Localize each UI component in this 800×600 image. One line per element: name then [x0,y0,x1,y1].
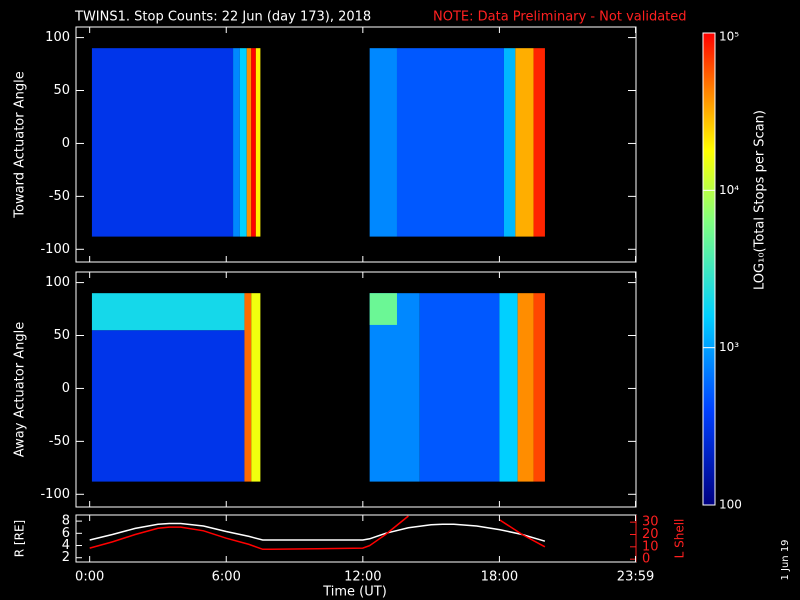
heatmap-cell [91,330,245,482]
panel-frame [75,271,637,508]
heatmap-cell [369,293,397,325]
y-axis-label: Away Actuator Angle [13,322,28,457]
heatmap-cell [499,293,518,482]
colorbar-tick-label: 10⁵ [719,30,739,44]
y-tick-label: -100 [40,242,70,257]
y2-tick-label: 20 [642,527,659,542]
y-tick-label: 0 [62,136,70,151]
heatmap-cell [246,48,252,237]
colorbar-label: LOG₁₀(Total Stops per Scan) [753,110,768,290]
heatmap-cell [396,48,504,237]
y2-tick-label: 10 [642,539,659,554]
panel-frame [75,514,637,563]
y-tick-label: 8 [62,514,70,529]
x-tick-label: 6:00 [212,570,241,585]
x-tick-label: 23:59 [617,570,654,585]
y-tick-label: -100 [40,487,70,502]
heatmap-cell [419,293,500,482]
y-tick-label: 4 [62,538,70,553]
heatmap-cell [233,48,240,237]
y2-axis-label: L Shell [673,519,687,559]
heatmap-cell [369,48,397,237]
x-tick-label: 18:00 [481,570,518,585]
colorbar-tick-label: 10⁴ [719,183,739,197]
colorbar [702,32,716,506]
heatmap-cell [503,48,516,237]
orbit-line [89,522,546,542]
y2-tick-label: 0 [642,552,650,567]
y2-tick-label: 30 [642,515,659,530]
orbit-line [89,515,546,551]
note: NOTE: Data Preliminary - Not validated [433,10,687,25]
heatmap-cell [533,48,545,237]
x-tick-label: 0:00 [75,570,104,585]
panel-frame [75,26,637,263]
y-tick-label: 0 [62,381,70,396]
heatmap-cell [91,48,234,237]
heatmap-cell [251,293,261,482]
y-tick-label: 2 [62,550,70,565]
heatmap-cell [533,293,545,482]
heatmap-cell [517,293,534,482]
title: TWINS1. Stop Counts: 22 Jun (day 173), 2… [74,10,371,25]
orbit-lines [89,515,546,551]
y-tick-label: 100 [45,275,70,290]
heatmap-cell [244,293,252,482]
colorbar-tick-label: 10³ [719,340,739,354]
footnote: 1 Jun 19 [780,539,791,580]
y-axis-label: Toward Actuator Angle [13,71,28,218]
heatmap-cell [251,48,256,237]
x-axis-label: Time (UT) [322,585,387,600]
y-tick-label: 100 [45,30,70,45]
heatmap-cell [91,293,245,331]
y-axis-label: R [RE] [13,520,27,557]
y-tick-label: 50 [53,328,70,343]
y-tick-label: 6 [62,526,70,541]
y-tick-label: -50 [49,189,70,204]
heatmap-cell [255,48,261,237]
colorbar-tick-label: 100 [719,498,742,512]
x-tick-label: 12:00 [344,570,381,585]
heatmap-cell [515,48,534,237]
heatmap-cell [239,48,247,237]
y-tick-label: -50 [49,434,70,449]
y-tick-label: 50 [53,83,70,98]
